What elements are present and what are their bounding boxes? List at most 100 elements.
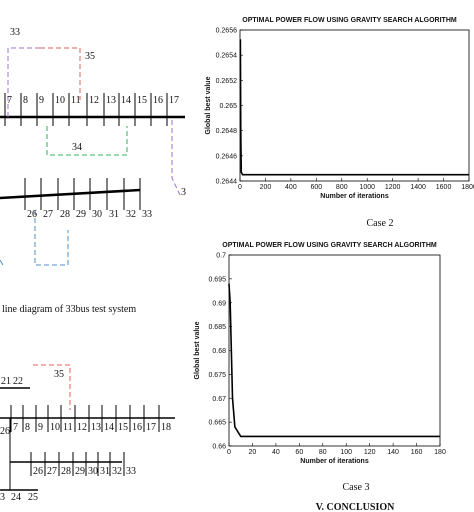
x-tick-label: 1400	[410, 184, 426, 191]
plot-area	[239, 29, 470, 182]
y-tick-label: 0.2654	[216, 53, 238, 60]
bus-label: 24	[11, 492, 21, 503]
y-tick-label: 0.685	[208, 324, 226, 331]
bus-label: 22	[13, 376, 23, 387]
y-tick-label: 0.69	[212, 300, 226, 307]
y-tick-label: 0.695	[208, 276, 226, 283]
x-tick-label: 160	[411, 449, 423, 456]
x-tick-label: 1000	[359, 184, 375, 191]
data-line	[228, 283, 440, 438]
bus-label: 17	[146, 422, 156, 433]
bus-label: 29	[75, 466, 85, 477]
bus-label: 34	[72, 142, 82, 153]
data-line	[239, 39, 469, 176]
bus-label: 15	[137, 95, 147, 106]
bus-label: 28	[61, 466, 71, 477]
x-tick-label: 140	[387, 449, 399, 456]
section-heading: V. CONCLUSION	[316, 502, 395, 512]
bus-label: 13	[106, 95, 116, 106]
x-axis-label: Number of iterations	[320, 193, 389, 200]
y-tick-label: 0.68	[212, 348, 226, 355]
y-tick-label: 0.665	[208, 420, 226, 427]
bus-label: 30	[92, 209, 102, 220]
x-axis-label: Number of iterations	[300, 458, 369, 465]
bus-label: 8	[23, 95, 28, 106]
bus-label: 21	[1, 376, 11, 387]
bus-label: 3	[0, 492, 5, 503]
x-tick-label: 1200	[385, 184, 401, 191]
bus-label: 8	[25, 422, 30, 433]
x-tick-label: 0	[238, 184, 242, 191]
bus-label: 18	[161, 422, 171, 433]
y-axis-label: Global best value	[205, 76, 212, 134]
bus-label: 25	[28, 492, 38, 503]
bus-label: 9	[38, 422, 43, 433]
y-tick-label: 0.2648	[216, 128, 238, 135]
bus-label: 27	[47, 466, 57, 477]
y-tick-label: 0.66	[212, 444, 226, 451]
y-tick-label: 0.2656	[216, 28, 238, 35]
chart: OPTIMAL POWER FLOW USING GRAVITY SEARCH …	[194, 242, 446, 465]
bus-label: 10	[50, 422, 60, 433]
x-tick-label: 180	[434, 449, 446, 456]
bus-label: 10	[55, 95, 65, 106]
x-tick-label: 0	[227, 449, 231, 456]
chart-title: OPTIMAL POWER FLOW USING GRAVITY SEARCH …	[242, 17, 457, 24]
bus-label: 33	[126, 466, 136, 477]
bus-label: 31	[109, 209, 119, 220]
y-tick-label: 0.7	[216, 253, 226, 260]
bus-label: 26	[27, 209, 37, 220]
chart-title: OPTIMAL POWER FLOW USING GRAVITY SEARCH …	[222, 242, 437, 249]
x-tick-label: 80	[319, 449, 327, 456]
bus-label: 32	[126, 209, 136, 220]
x-tick-label: 20	[249, 449, 257, 456]
x-tick-label: 40	[272, 449, 280, 456]
caption: Case 2	[367, 218, 394, 229]
y-axis-label: Global best value	[194, 321, 201, 379]
bus-label: 33	[10, 27, 20, 38]
bus-label: 35	[54, 369, 64, 380]
bus-label: 3	[181, 187, 186, 198]
bus-label: 11	[63, 422, 73, 433]
x-tick-label: 400	[285, 184, 297, 191]
bus-label: 26	[0, 426, 10, 437]
bus-label: 16	[153, 95, 163, 106]
bus-label: 16	[132, 422, 142, 433]
x-tick-label: 1800	[461, 184, 474, 191]
y-tick-label: 0.2646	[216, 153, 238, 160]
y-tick-label: 0.265	[219, 103, 237, 110]
bus-label: 13	[91, 422, 101, 433]
bus-label: 26	[33, 466, 43, 477]
bus-label: 35	[85, 51, 95, 62]
x-tick-label: 1600	[436, 184, 452, 191]
y-tick-label: 0.2652	[216, 78, 238, 85]
diagram-lines	[0, 47, 185, 491]
bus-label: 33	[142, 209, 152, 220]
bus-label: 17	[169, 95, 179, 106]
caption: line diagram of 33bus test system	[2, 304, 136, 315]
y-tick-label: 0.2644	[216, 179, 238, 186]
x-tick-label: 120	[364, 449, 376, 456]
bus-label: 14	[121, 95, 131, 106]
y-tick-label: 0.675	[208, 372, 226, 379]
bus-label: 12	[89, 95, 99, 106]
x-tick-label: 60	[295, 449, 303, 456]
bus-label: 30	[88, 466, 98, 477]
x-tick-label: 200	[260, 184, 272, 191]
bus-label: 11	[71, 95, 81, 106]
y-tick-label: 0.67	[212, 396, 226, 403]
chart: OPTIMAL POWER FLOW USING GRAVITY SEARCH …	[205, 17, 474, 200]
bus-label: 14	[104, 422, 114, 433]
bus-label: 27	[43, 209, 53, 220]
bus-label: 31	[100, 466, 110, 477]
bus-label: 9	[39, 95, 44, 106]
bus-label: 7	[7, 95, 12, 106]
x-tick-label: 800	[336, 184, 348, 191]
caption: Case 3	[343, 482, 370, 493]
bus-label: 15	[118, 422, 128, 433]
bus-label: 32	[112, 466, 122, 477]
x-tick-label: 100	[340, 449, 352, 456]
x-tick-label: 600	[310, 184, 322, 191]
